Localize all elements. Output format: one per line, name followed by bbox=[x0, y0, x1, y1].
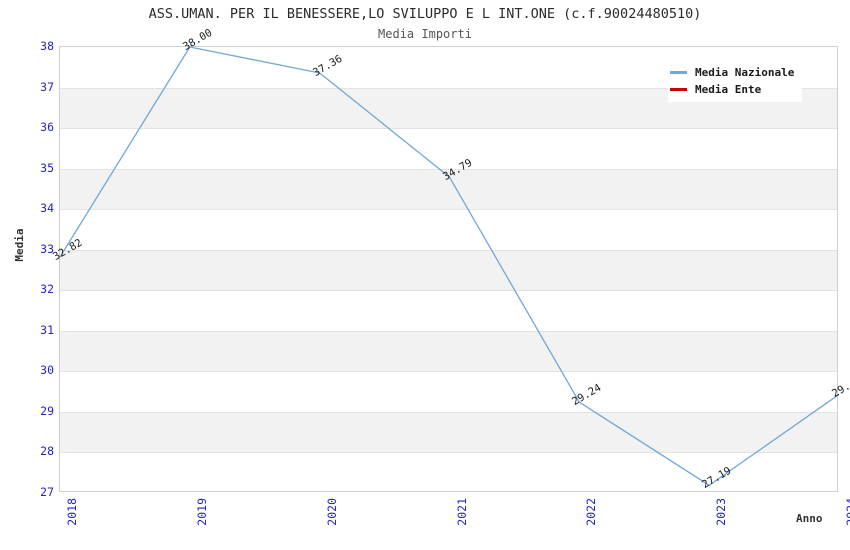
series-line-0 bbox=[59, 46, 840, 486]
legend-swatch-icon bbox=[670, 88, 687, 91]
gridline bbox=[60, 412, 837, 413]
chart-subtitle: Media Importi bbox=[378, 27, 472, 41]
plot-area: 32.82 38.00 37.36 34.79 29.24 27.19 29.43 bbox=[51, 27, 850, 492]
x-axis-title: Anno bbox=[796, 512, 823, 525]
y-tick-label: 34 bbox=[40, 201, 54, 216]
y-tick-label: 35 bbox=[40, 160, 54, 175]
x-tick-label: 2022 bbox=[584, 498, 599, 526]
legend-item-0[interactable]: Media Nazionale bbox=[670, 64, 794, 81]
legend-item-label: Media Nazionale bbox=[695, 66, 795, 79]
legend-swatch-icon bbox=[670, 71, 687, 74]
y-axis-title: Media bbox=[13, 212, 26, 261]
gridline bbox=[60, 169, 837, 170]
gridline bbox=[60, 452, 837, 453]
chart-legend: Media Nazionale Media Ente bbox=[668, 61, 803, 102]
gridline bbox=[60, 128, 837, 129]
y-tick-label: 36 bbox=[40, 120, 54, 135]
grid-band bbox=[60, 330, 837, 372]
legend-item-1[interactable]: Media Ente bbox=[670, 81, 794, 98]
chart-title: ASS.UMAN. PER IL BENESSERE,LO SVILUPPO E… bbox=[148, 6, 702, 22]
x-tick-label: 2018 bbox=[65, 498, 79, 526]
gridline bbox=[60, 371, 837, 372]
y-tick-label: 30 bbox=[40, 363, 54, 378]
y-tick-label: 31 bbox=[40, 322, 54, 337]
gridline bbox=[60, 290, 837, 291]
x-tick-label: 2020 bbox=[324, 498, 339, 526]
y-tick-label: 33 bbox=[40, 241, 54, 256]
y-tick-label: 29 bbox=[40, 403, 54, 418]
legend-item-label: Media Ente bbox=[695, 83, 762, 96]
gridline bbox=[60, 250, 837, 251]
y-tick-label: 32 bbox=[40, 282, 54, 297]
grid-band bbox=[60, 411, 837, 453]
gridline bbox=[60, 209, 837, 210]
x-tick-label: 2024 bbox=[844, 498, 850, 526]
y-tick-label: 27 bbox=[40, 485, 54, 499]
y-tick-label: 37 bbox=[40, 79, 54, 94]
x-tick-label: 2019 bbox=[194, 498, 209, 526]
y-tick-label: 28 bbox=[40, 444, 54, 459]
gridline bbox=[60, 88, 837, 89]
grid-band bbox=[60, 168, 837, 210]
gridline bbox=[60, 331, 837, 332]
x-tick-label: 2023 bbox=[714, 498, 729, 526]
x-tick-label: 2021 bbox=[454, 498, 469, 526]
y-tick-label: 38 bbox=[40, 39, 54, 53]
series-lines bbox=[59, 46, 840, 486]
grid-band bbox=[60, 249, 837, 291]
